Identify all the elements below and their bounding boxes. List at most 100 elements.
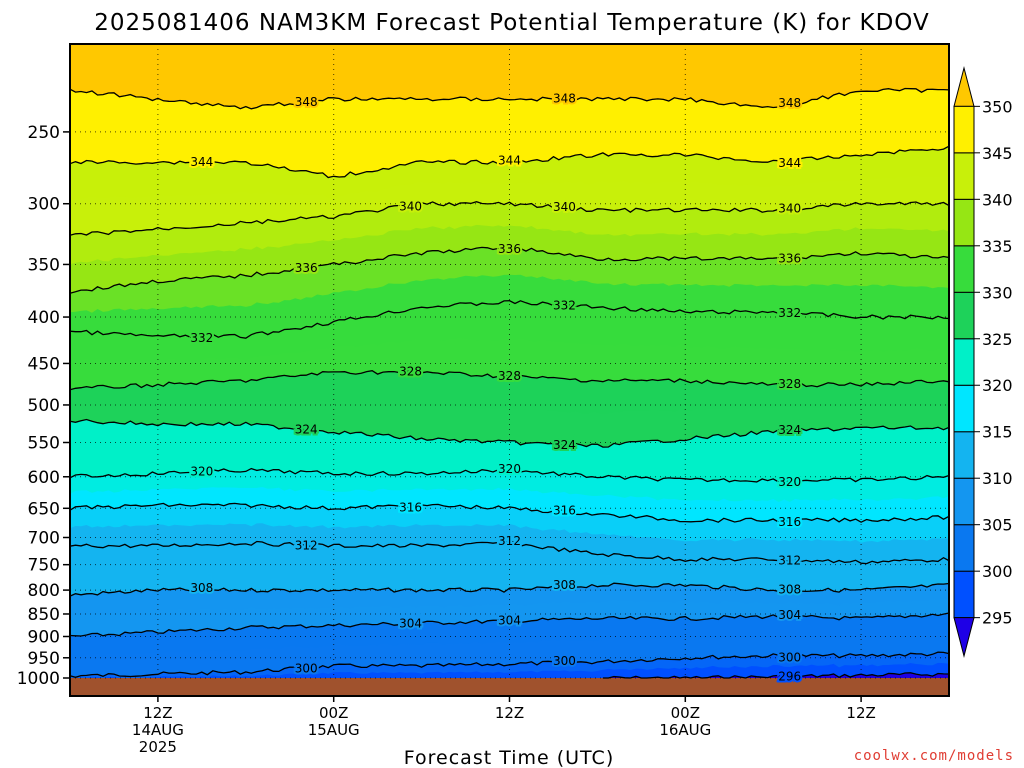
contour-label: 304 bbox=[498, 613, 521, 627]
grid-lines bbox=[70, 44, 949, 679]
colorbar-label: 300 bbox=[982, 562, 1013, 581]
colorbar-label: 335 bbox=[982, 237, 1013, 256]
x-axis-title: Forecast Time (UTC) bbox=[404, 747, 614, 768]
colorbar-label: 320 bbox=[982, 376, 1013, 395]
theta-subband-324 bbox=[70, 370, 949, 415]
theta-subband-340 bbox=[70, 146, 949, 200]
contour-label: 340 bbox=[399, 199, 422, 213]
contour-304 bbox=[69, 612, 950, 637]
colorbar-swatch bbox=[953, 152, 975, 200]
contour-label: 320 bbox=[190, 465, 213, 479]
y-tick-label: 750 bbox=[28, 556, 60, 576]
contour-296 bbox=[602, 672, 950, 679]
y-tick-label: 350 bbox=[28, 255, 60, 275]
y-tick-label: 950 bbox=[28, 649, 60, 669]
contour-label: 312 bbox=[498, 534, 521, 548]
contour-label: 336 bbox=[778, 251, 801, 265]
x-tick-label: 16AUG bbox=[659, 721, 711, 739]
isentrope-contours bbox=[69, 87, 950, 679]
contour-344 bbox=[69, 145, 950, 179]
colorbar: 295 300 305 310 315 320 325 330 335 340 345 350 bbox=[953, 66, 1013, 658]
y-tick-label: 1000 bbox=[17, 669, 60, 689]
contour-label: 340 bbox=[778, 201, 801, 215]
colorbar-swatch bbox=[953, 384, 975, 433]
theta-shading bbox=[70, 44, 949, 696]
colorbar-label: 310 bbox=[982, 469, 1013, 488]
y-tick-label: 450 bbox=[28, 354, 60, 374]
contour-label: 308 bbox=[190, 581, 213, 595]
x-tick-label: 12Z bbox=[495, 704, 524, 722]
colorbar-top-arrow bbox=[953, 66, 975, 107]
colorbar-swatch bbox=[953, 338, 975, 386]
x-tick-label: 12Z bbox=[143, 704, 172, 722]
contour-label: 296 bbox=[778, 669, 801, 683]
contour-label: 300 bbox=[553, 654, 576, 668]
theta-subband-336 bbox=[70, 201, 949, 265]
contour-label: 316 bbox=[778, 515, 801, 529]
contour-308 bbox=[69, 582, 950, 597]
colorbar-label: 305 bbox=[982, 516, 1013, 535]
y-tick-label: 500 bbox=[28, 396, 60, 416]
x-tick-label: 15AUG bbox=[308, 721, 360, 739]
colorbar-bottom-arrow bbox=[953, 617, 975, 658]
colorbar-label: 350 bbox=[982, 97, 1013, 116]
theta-subband-328 bbox=[70, 300, 949, 362]
x-tick-label: 00Z bbox=[319, 704, 348, 722]
contour-label: 308 bbox=[778, 582, 801, 596]
contour-348 bbox=[69, 87, 950, 110]
contour-label: 304 bbox=[778, 608, 801, 622]
x-tick-label: 00Z bbox=[671, 704, 700, 722]
colorbar-label: 315 bbox=[982, 423, 1013, 442]
contour-340 bbox=[69, 201, 950, 236]
colorbar-swatch bbox=[953, 570, 975, 619]
contour-label: 336 bbox=[295, 261, 318, 275]
y-tick-label: 300 bbox=[28, 195, 60, 215]
contour-332 bbox=[69, 300, 950, 339]
colorbar-swatch bbox=[953, 477, 975, 526]
y-tick-label: 400 bbox=[28, 308, 60, 328]
contour-label: 316 bbox=[399, 501, 422, 515]
contour-label: 332 bbox=[190, 331, 213, 345]
contour-label: 332 bbox=[778, 306, 801, 320]
contour-label: 344 bbox=[190, 155, 213, 169]
x-tick-label: 2025 bbox=[139, 738, 177, 756]
contour-label: 324 bbox=[778, 423, 801, 437]
contour-324 bbox=[69, 418, 950, 448]
theta-band-348 bbox=[70, 44, 949, 109]
contour-label: 328 bbox=[778, 377, 801, 391]
colorbar-label: 345 bbox=[982, 144, 1013, 163]
colorbar-swatch bbox=[953, 245, 975, 293]
contour-label: 328 bbox=[498, 369, 521, 383]
colorbar-swatch bbox=[953, 431, 975, 479]
contour-label: 340 bbox=[553, 200, 576, 214]
contour-label: 312 bbox=[778, 554, 801, 568]
contour-300 bbox=[69, 651, 950, 678]
contour-320 bbox=[69, 467, 950, 483]
y-tick-label: 600 bbox=[28, 468, 60, 488]
colorbar-label: 295 bbox=[982, 609, 1013, 628]
y-tick-label: 550 bbox=[28, 433, 60, 453]
contour-316 bbox=[69, 502, 950, 523]
surface-ground bbox=[70, 678, 949, 696]
contour-label: 348 bbox=[295, 95, 318, 109]
contour-label: 312 bbox=[295, 539, 318, 553]
colorbar-swatch bbox=[953, 291, 975, 340]
contour-label: 320 bbox=[498, 462, 521, 476]
contour-label: 348 bbox=[553, 92, 576, 106]
contour-label: 300 bbox=[778, 651, 801, 665]
y-tick-label: 900 bbox=[28, 627, 60, 647]
contour-label: 332 bbox=[553, 299, 576, 313]
y-tick-label: 250 bbox=[28, 123, 60, 143]
colorbar-swatch bbox=[953, 524, 975, 572]
y-tick-label: 850 bbox=[28, 605, 60, 625]
theta-subband-316 bbox=[70, 468, 949, 502]
y-tick-label: 800 bbox=[28, 581, 60, 601]
contour-328 bbox=[69, 369, 950, 391]
chart-title: 2025081406 NAM3KM Forecast Potential Tem… bbox=[94, 10, 930, 36]
contour-312 bbox=[69, 540, 950, 565]
contour-label: 324 bbox=[295, 423, 318, 437]
site-credit: coolwx.com/models bbox=[854, 748, 1014, 764]
contour-label: 344 bbox=[778, 156, 801, 170]
